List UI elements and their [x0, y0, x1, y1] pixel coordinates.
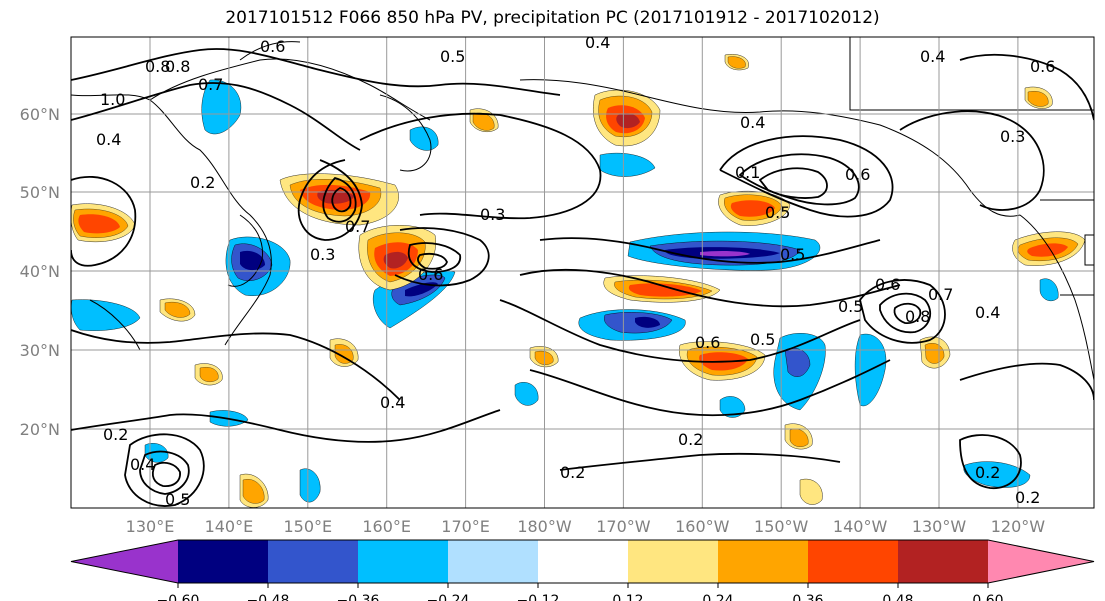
svg-text:0.4: 0.4	[740, 113, 765, 132]
colorbar-bin	[358, 540, 449, 583]
colorbar-tick-label: 0.24	[702, 593, 733, 601]
svg-text:0.6: 0.6	[875, 275, 900, 294]
svg-text:0.2: 0.2	[975, 463, 1000, 482]
lon-tick-label: 180°W	[517, 517, 572, 536]
svg-text:0.2: 0.2	[103, 425, 128, 444]
latitude-labels: 20°N 30°N 40°N 50°N 60°N	[20, 105, 60, 439]
colorbar-bin	[448, 540, 539, 583]
colorbar-tick-label: −0.60	[157, 593, 200, 601]
coastlines	[71, 37, 1094, 381]
colorbar-tick-label: 0.36	[792, 593, 823, 601]
colorbar-bin	[988, 540, 1094, 583]
svg-text:0.2: 0.2	[678, 430, 703, 449]
svg-text:0.2: 0.2	[190, 173, 215, 192]
colorbar-tick-label: 0.48	[882, 593, 913, 601]
pv-contours	[71, 48, 1094, 507]
lon-tick-label: 140°W	[833, 517, 888, 536]
svg-text:0.5: 0.5	[750, 330, 775, 349]
lon-tick-label: 170°E	[441, 517, 490, 536]
colorbar-tick-label: 0.60	[972, 593, 1003, 601]
svg-text:0.2: 0.2	[560, 463, 585, 482]
svg-text:0.6: 0.6	[1030, 57, 1055, 76]
svg-text:0.6: 0.6	[845, 165, 870, 184]
svg-text:0.3: 0.3	[310, 245, 335, 264]
colorbar-bin	[71, 540, 178, 583]
lon-tick-label: 130°W	[912, 517, 967, 536]
longitude-labels: 130°E 140°E 150°E 160°E 170°E 180°W 170°W 160°W…	[126, 517, 1046, 536]
svg-text:0.4: 0.4	[975, 303, 1000, 322]
lon-tick-label: 160°E	[362, 517, 411, 536]
lon-tick-label: 150°W	[754, 517, 809, 536]
colorbar-bin	[628, 540, 719, 583]
colorbar-bin	[538, 540, 629, 583]
map-title: 2017101512 F066 850 hPa PV, precipitatio…	[225, 8, 880, 28]
colorbar-bin	[178, 540, 269, 583]
lat-tick-label: 60°N	[20, 105, 60, 124]
svg-text:0.5: 0.5	[765, 203, 790, 222]
svg-text:0.6: 0.6	[260, 37, 285, 56]
svg-text:0.8: 0.8	[165, 57, 190, 76]
svg-text:0.1: 0.1	[735, 163, 760, 182]
svg-text:0.6: 0.6	[418, 265, 443, 284]
colorbar-tick-label: −0.48	[247, 593, 290, 601]
lon-tick-label: 120°W	[991, 517, 1046, 536]
svg-text:1.0: 1.0	[100, 90, 125, 109]
colorbar-bin	[808, 540, 899, 583]
colorbar-bin	[898, 540, 989, 583]
lat-tick-label: 40°N	[20, 262, 60, 281]
lon-tick-label: 160°W	[675, 517, 730, 536]
svg-text:0.7: 0.7	[198, 75, 223, 94]
contour-labels: 0.8 0.8 0.6 0.5 0.4 0.4 0.7 1.0 0.4 0.2 …	[96, 33, 1055, 509]
lat-tick-label: 50°N	[20, 183, 60, 202]
colorbar-bin	[268, 540, 359, 583]
svg-text:0.3: 0.3	[480, 205, 505, 224]
colorbar-tick-label: −0.36	[337, 593, 380, 601]
svg-text:0.7: 0.7	[345, 217, 370, 236]
svg-text:0.4: 0.4	[585, 33, 610, 52]
colorbar-tick-label: 0.12	[612, 593, 643, 601]
svg-text:0.5: 0.5	[780, 245, 805, 264]
lon-tick-label: 150°E	[283, 517, 332, 536]
svg-text:0.3: 0.3	[1000, 127, 1025, 146]
map-frame	[70, 36, 1095, 509]
svg-text:0.4: 0.4	[96, 130, 121, 149]
precip-shading	[71, 54, 1086, 508]
colorbar: −0.60 −0.48 −0.36 −0.24 −0.12 0.12 0.24 0.36 0.4…	[70, 539, 1095, 601]
colorbar-tick-label: −0.12	[517, 593, 560, 601]
colorbar-tick-label: −0.24	[427, 593, 470, 601]
svg-text:0.4: 0.4	[380, 393, 405, 412]
graticule	[71, 37, 1094, 508]
colorbar-bin	[718, 540, 809, 583]
svg-text:0.5: 0.5	[165, 490, 190, 509]
svg-text:0.4: 0.4	[920, 47, 945, 66]
svg-text:0.5: 0.5	[838, 297, 863, 316]
lon-tick-label: 140°E	[205, 517, 254, 536]
svg-text:0.2: 0.2	[1015, 488, 1040, 507]
lon-tick-label: 130°E	[126, 517, 175, 536]
svg-text:0.8: 0.8	[145, 57, 170, 76]
svg-text:0.7: 0.7	[928, 285, 953, 304]
svg-text:0.6: 0.6	[695, 333, 720, 352]
svg-text:0.8: 0.8	[905, 307, 930, 326]
lon-tick-label: 170°W	[596, 517, 651, 536]
lat-tick-label: 20°N	[20, 420, 60, 439]
svg-text:0.5: 0.5	[440, 47, 465, 66]
lat-tick-label: 30°N	[20, 341, 60, 360]
svg-text:0.4: 0.4	[130, 455, 155, 474]
